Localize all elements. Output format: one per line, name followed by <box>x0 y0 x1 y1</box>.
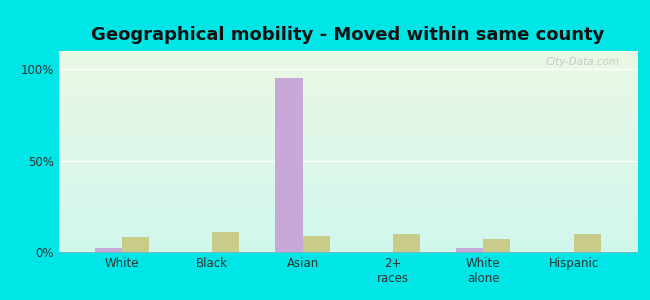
Bar <box>276 78 302 252</box>
Text: City-Data.com: City-Data.com <box>545 57 619 67</box>
Bar <box>456 248 484 252</box>
Bar <box>393 234 420 252</box>
Title: Geographical mobility - Moved within same county: Geographical mobility - Moved within sam… <box>91 26 604 44</box>
Bar <box>122 237 149 252</box>
Bar <box>574 234 601 252</box>
Bar <box>302 236 330 252</box>
Bar <box>212 232 239 252</box>
Bar <box>95 248 122 252</box>
Bar <box>484 239 510 252</box>
